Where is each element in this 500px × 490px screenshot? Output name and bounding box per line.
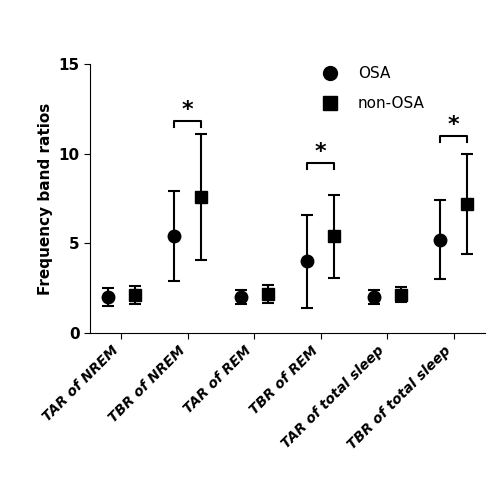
Y-axis label: Frequency band ratios: Frequency band ratios xyxy=(38,102,53,294)
Text: *: * xyxy=(448,115,460,135)
Legend: OSA, non-OSA: OSA, non-OSA xyxy=(315,66,424,111)
Text: *: * xyxy=(182,100,194,120)
Text: *: * xyxy=(315,142,326,162)
